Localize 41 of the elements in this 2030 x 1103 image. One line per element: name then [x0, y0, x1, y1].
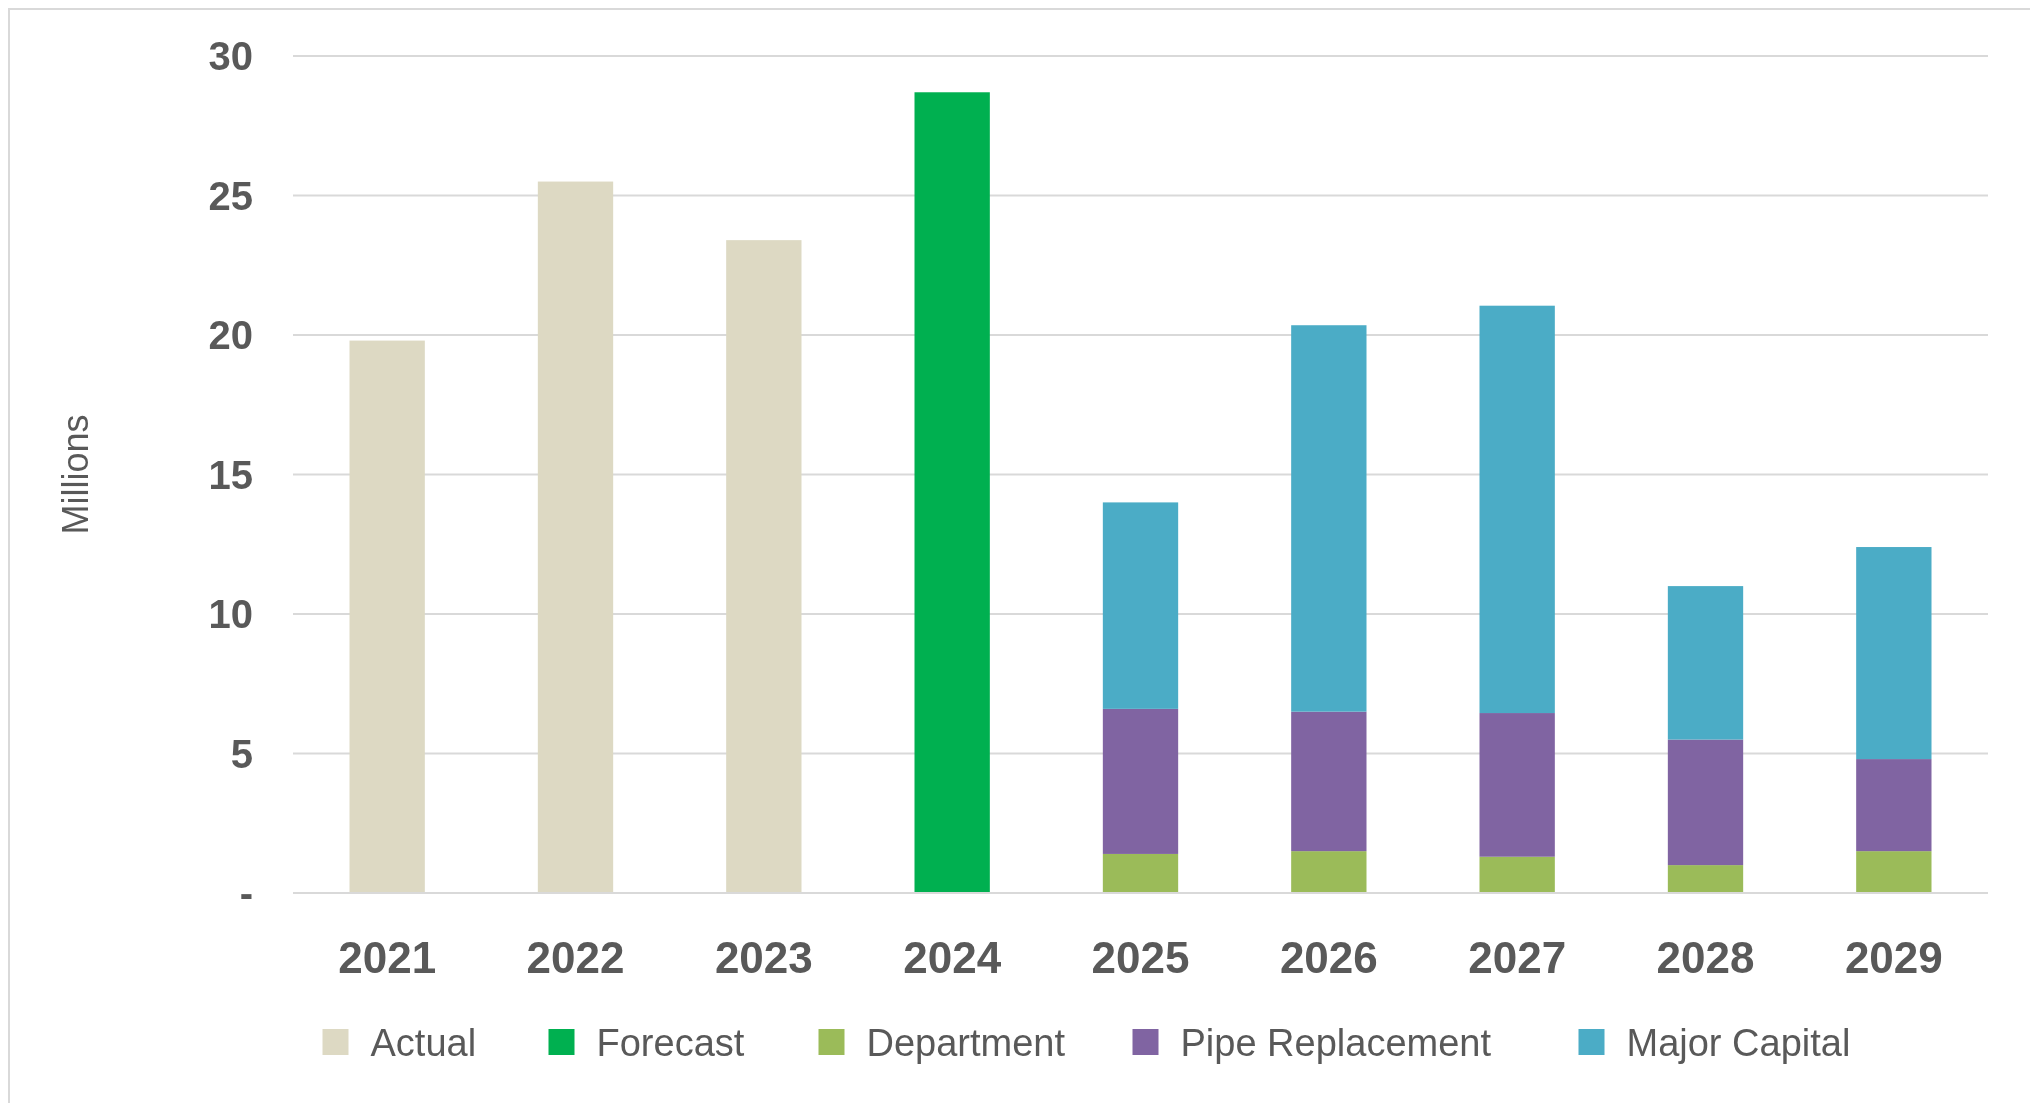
- bar: [1291, 325, 1367, 712]
- y-tick-label: 25: [208, 173, 253, 218]
- x-tick-label: 2025: [1091, 933, 1190, 982]
- y-tick-label: 5: [230, 731, 253, 776]
- bar: [1856, 851, 1932, 893]
- y-tick-label: 20: [208, 313, 253, 357]
- y-tick-label: 15: [208, 452, 253, 497]
- bar: [1479, 856, 1555, 893]
- x-tick-label: 2029: [1844, 933, 1943, 982]
- bar: [537, 181, 614, 893]
- bar: [349, 340, 425, 893]
- bar: [1102, 853, 1179, 893]
- legend-label: Major Capital: [1626, 1022, 1851, 1065]
- bar: [1667, 586, 1744, 740]
- legend-label: Pipe Replacement: [1180, 1022, 1492, 1065]
- y-tick-label: -: [239, 871, 253, 915]
- bar: [726, 240, 802, 893]
- bar: [1291, 711, 1367, 852]
- bar: [1667, 865, 1744, 893]
- x-tick-label: 2024: [903, 933, 1002, 982]
- bar: [1667, 739, 1744, 866]
- legend-label: Forecast: [596, 1022, 745, 1065]
- bar: [914, 92, 990, 893]
- y-axis-title: Millions: [55, 414, 96, 535]
- x-tick-label: 2022: [526, 933, 625, 982]
- y-tick-label: 10: [208, 592, 253, 636]
- bar: [1479, 713, 1555, 857]
- bar: [1856, 547, 1932, 760]
- x-tick-label: 2023: [714, 933, 813, 982]
- x-tick-label: 2026: [1279, 933, 1378, 982]
- bar: [1102, 502, 1179, 709]
- bar: [1291, 851, 1367, 893]
- bar: [1102, 708, 1179, 854]
- x-tick-label: 2021: [338, 933, 437, 982]
- x-tick-label: 2027: [1468, 933, 1567, 982]
- bar: [1856, 759, 1932, 852]
- bar: [1479, 305, 1555, 714]
- legend-label: Department: [866, 1022, 1066, 1065]
- y-tick-label: 30: [208, 34, 253, 78]
- legend-label: Actual: [370, 1022, 477, 1065]
- x-tick-label: 2028: [1656, 933, 1755, 982]
